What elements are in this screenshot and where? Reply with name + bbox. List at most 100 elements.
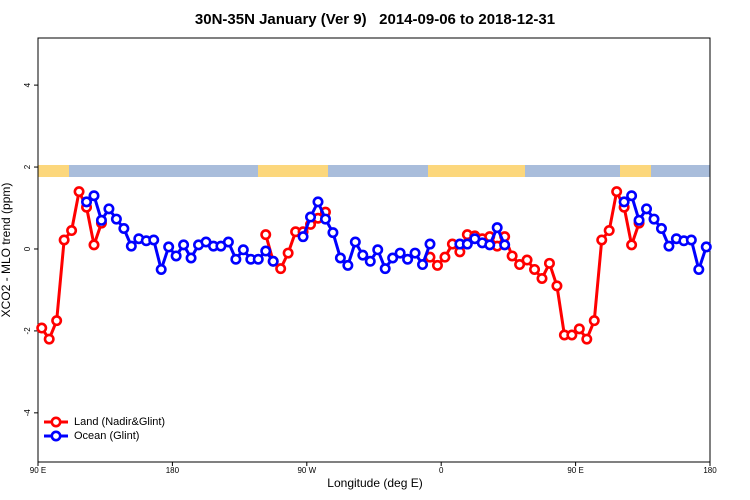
point [222,236,234,248]
point [252,253,264,265]
x-tick-label: 180 [703,466,717,475]
y-tick-label: -4 [23,409,32,417]
legend-marker [50,430,62,442]
point [170,250,182,262]
x-tick-label: 0 [439,466,444,475]
point [529,263,541,275]
point [499,239,511,251]
point [312,196,324,208]
point [431,259,443,271]
point [663,240,675,252]
y-tick-label: 4 [23,82,32,87]
point [88,190,100,202]
land-band [620,165,651,177]
point [506,250,518,262]
point [626,190,638,202]
point [342,259,354,271]
point [110,213,122,225]
point [357,249,369,261]
point [66,225,78,237]
y-tick-label: 0 [23,246,32,251]
land-ocean-strip [38,165,710,177]
point [372,244,384,256]
x-tick-label: 90 E [30,466,46,475]
land-band [428,165,525,177]
point [155,263,167,275]
point [58,234,70,246]
point [305,211,317,223]
point [237,244,249,256]
point [51,315,63,327]
point [618,196,630,208]
ocean-band [38,165,710,177]
point [633,214,645,226]
point [581,333,593,345]
point [95,214,107,226]
point [379,263,391,275]
legend-marker [50,416,62,428]
point [514,259,526,271]
point [424,238,436,250]
point [88,239,100,251]
point [43,333,55,345]
point [230,253,242,265]
y-tick-label: 2 [23,164,32,169]
point [267,255,279,267]
point [641,203,653,215]
point [297,231,309,243]
point [536,272,548,284]
y-tick-label: -2 [23,327,32,335]
y-axis-label: XCO2 - MLO trend (ppm) [0,183,13,318]
point [163,241,175,253]
point [364,255,376,267]
point [461,238,473,250]
point [543,257,555,269]
point [125,240,137,252]
point [148,234,160,246]
point [260,229,272,241]
point [491,222,503,234]
point [103,203,115,215]
point [185,252,197,264]
legend-label: Ocean (Glint) [74,430,139,442]
point [566,329,578,341]
chart-title: 30N-35N January (Ver 9) 2014-09-06 to 20… [195,11,555,28]
point [118,222,130,234]
point [334,252,346,264]
point [700,241,712,253]
point [439,251,451,263]
x-tick-label: 90 W [297,466,316,475]
point [417,259,429,271]
point [402,253,414,265]
series [81,190,712,275]
point [260,245,272,257]
point [626,239,638,251]
point [573,323,585,335]
point [178,239,190,251]
point [655,222,667,234]
point [327,227,339,239]
point [685,234,697,246]
point [81,196,93,208]
point [588,315,600,327]
x-tick-label: 180 [166,466,180,475]
point [693,263,705,275]
point [409,247,421,259]
point [611,186,623,198]
land-band [258,165,328,177]
point [394,247,406,259]
point [603,225,615,237]
point [319,213,331,225]
x-axis-label: Longitude (deg E) [327,476,422,490]
land-band [38,165,69,177]
point [282,247,294,259]
point [349,236,361,248]
point [521,254,533,266]
point [73,186,85,198]
point [484,239,496,251]
point [275,263,287,275]
legend-label: Land (Nadir&Glint) [74,416,165,428]
point [36,322,48,334]
point [551,280,563,292]
